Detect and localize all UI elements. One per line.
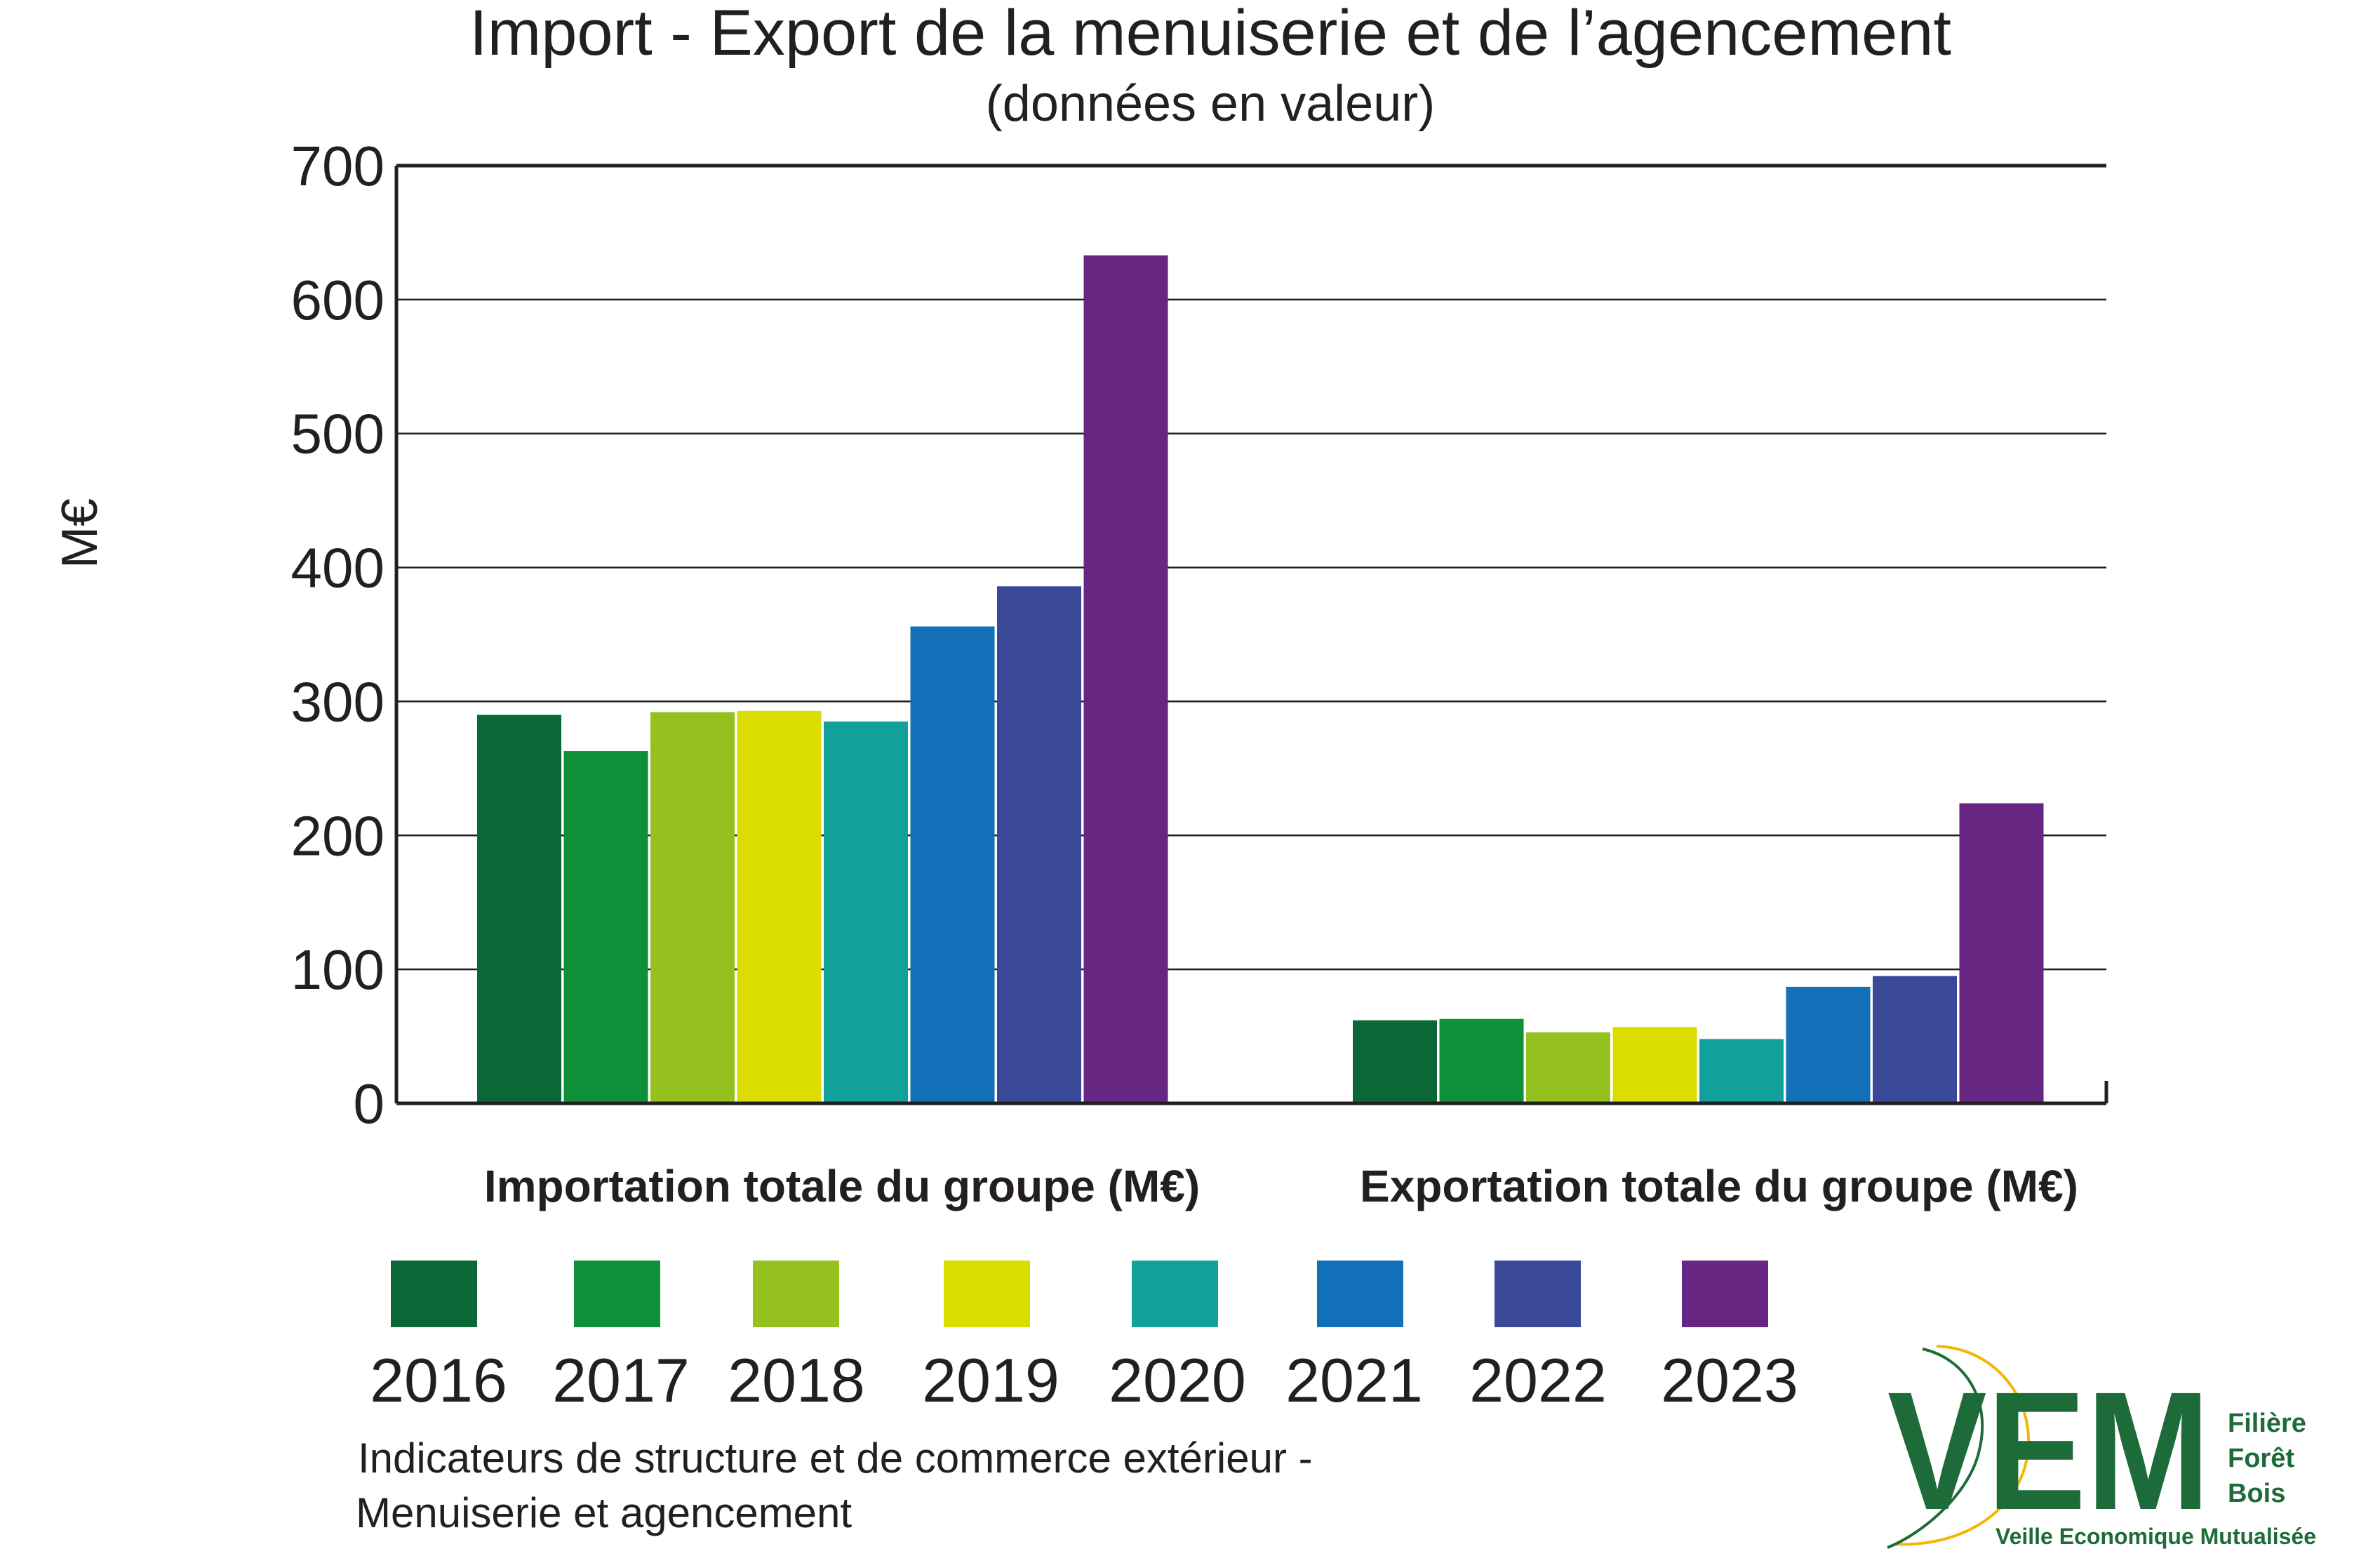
- bar-2016-export: [1353, 1020, 1437, 1103]
- y-tick-200: 200: [291, 804, 385, 867]
- legend-swatch-2020: [1132, 1261, 1218, 1327]
- y-tick-500: 500: [291, 403, 385, 465]
- legend-swatch-2019: [944, 1261, 1030, 1327]
- bar-2020-export: [1699, 1039, 1784, 1103]
- bar-2016-import: [477, 714, 561, 1103]
- chart-subtitle: (données en valeur): [986, 76, 1435, 132]
- logo-swoosh-yellow: [1894, 1345, 2031, 1546]
- y-tick-700: 700: [291, 135, 385, 197]
- bar-2023-export: [1959, 803, 2044, 1103]
- bar-2021-export: [1786, 986, 1871, 1103]
- category-labels: Importation totale du groupe (M€) Exporta…: [484, 1161, 2078, 1211]
- vem-logo: VEM Filière Forêt Bois Veille Economique…: [1887, 1345, 2316, 1549]
- bar-2017-import: [563, 751, 648, 1103]
- logo-filiere: Filière: [2228, 1409, 2306, 1438]
- logo-foret: Forêt: [2228, 1444, 2294, 1473]
- legend-label-2019: 2019: [922, 1345, 1059, 1415]
- legend-swatch-2021: [1317, 1261, 1403, 1327]
- y-tick-labels: 0 100 200 300 400 500 600 700: [291, 135, 385, 1135]
- footer-line-2: Menuiserie et agencement: [356, 1489, 852, 1536]
- bar-2019-import: [737, 710, 822, 1103]
- legend-swatch-2017: [574, 1261, 660, 1327]
- bar-2022-import: [997, 586, 1081, 1103]
- legend: 2016 2017 2018 2019 2020 2021 2022 2023: [370, 1261, 1798, 1415]
- legend-label-2017: 2017: [552, 1345, 690, 1415]
- logo-tagline: Veille Economique Mutualisée: [1995, 1524, 2316, 1549]
- bar-2023-import: [1083, 255, 1168, 1104]
- chart-title: Import - Export de la menuiserie et de l…: [469, 0, 1951, 69]
- axes: [394, 166, 2108, 1105]
- bar-2018-export: [1526, 1032, 1610, 1103]
- legend-swatch-2016: [391, 1261, 477, 1327]
- legend-label-2018: 2018: [728, 1345, 865, 1415]
- bar-2017-export: [1439, 1018, 1524, 1103]
- legend-label-2016: 2016: [370, 1345, 507, 1415]
- legend-swatch-2022: [1495, 1261, 1581, 1327]
- y-tick-400: 400: [291, 537, 385, 599]
- bar-2020-import: [824, 722, 908, 1103]
- category-label-export: Exportation totale du groupe (M€): [1360, 1161, 2078, 1211]
- bar-2019-export: [1612, 1027, 1697, 1103]
- bar-2021-import: [910, 626, 995, 1103]
- legend-label-2020: 2020: [1109, 1345, 1246, 1415]
- category-label-import: Importation totale du groupe (M€): [484, 1161, 1200, 1211]
- legend-label-2023: 2023: [1661, 1345, 1798, 1415]
- logo-letters: VEM: [1887, 1357, 2210, 1545]
- bars: [477, 255, 2044, 1104]
- logo-swoosh-green: [1887, 1348, 1984, 1549]
- y-tick-600: 600: [291, 269, 385, 331]
- bar-2022-export: [1873, 976, 1957, 1103]
- y-tick-300: 300: [291, 670, 385, 733]
- footer-line-1: Indicateurs de structure et de commerce …: [358, 1435, 1313, 1482]
- legend-swatch-2018: [753, 1261, 839, 1327]
- bar-2018-import: [650, 712, 735, 1103]
- legend-swatch-2023: [1682, 1261, 1768, 1327]
- logo-bois: Bois: [2228, 1479, 2285, 1508]
- y-axis-label: M€: [52, 498, 108, 569]
- y-tick-100: 100: [291, 938, 385, 1001]
- legend-label-2021: 2021: [1285, 1345, 1423, 1415]
- y-tick-0: 0: [354, 1072, 385, 1135]
- legend-label-2022: 2022: [1469, 1345, 1607, 1415]
